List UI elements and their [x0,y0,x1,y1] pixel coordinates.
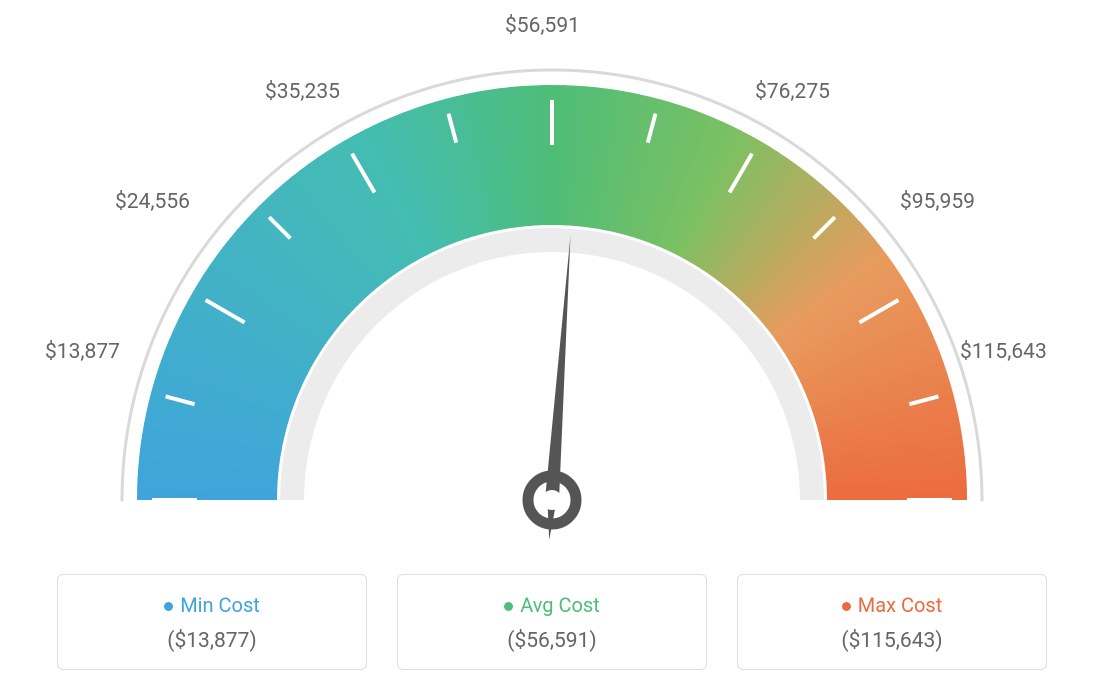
legend-title-max: Max Cost [748,593,1036,617]
legend-card-avg: Avg Cost ($56,591) [397,574,707,670]
gauge-svg [0,0,1104,560]
legend-title-avg: Avg Cost [408,593,696,617]
gauge-tick-label: $95,959 [900,190,975,214]
dot-icon [842,602,851,611]
legend-value-min: ($13,877) [68,629,356,653]
legend-value-avg: ($56,591) [408,629,696,653]
legend-title-text: Min Cost [180,593,260,617]
gauge-tick-label: $13,877 [45,340,120,364]
gauge-tick-label: $76,275 [755,80,830,104]
legend-title-min: Min Cost [68,593,356,617]
gauge-tick-label: $35,235 [265,80,340,104]
gauge-tick-label: $115,643 [960,340,1047,364]
gauge-tick-label: $24,556 [115,190,190,214]
legend-card-min: Min Cost ($13,877) [57,574,367,670]
legend-title-text: Max Cost [858,593,943,617]
gauge-chart: $13,877 $24,556 $35,235 $56,591 $76,275 $95,9… [0,0,1104,560]
gauge-tick-label: $56,591 [505,14,580,38]
legend-title-text: Avg Cost [520,593,600,617]
legend-card-max: Max Cost ($115,643) [737,574,1047,670]
legend-row: Min Cost ($13,877) Avg Cost ($56,591) Ma… [0,574,1104,670]
dot-icon [504,602,513,611]
legend-value-max: ($115,643) [748,629,1036,653]
dot-icon [164,602,173,611]
